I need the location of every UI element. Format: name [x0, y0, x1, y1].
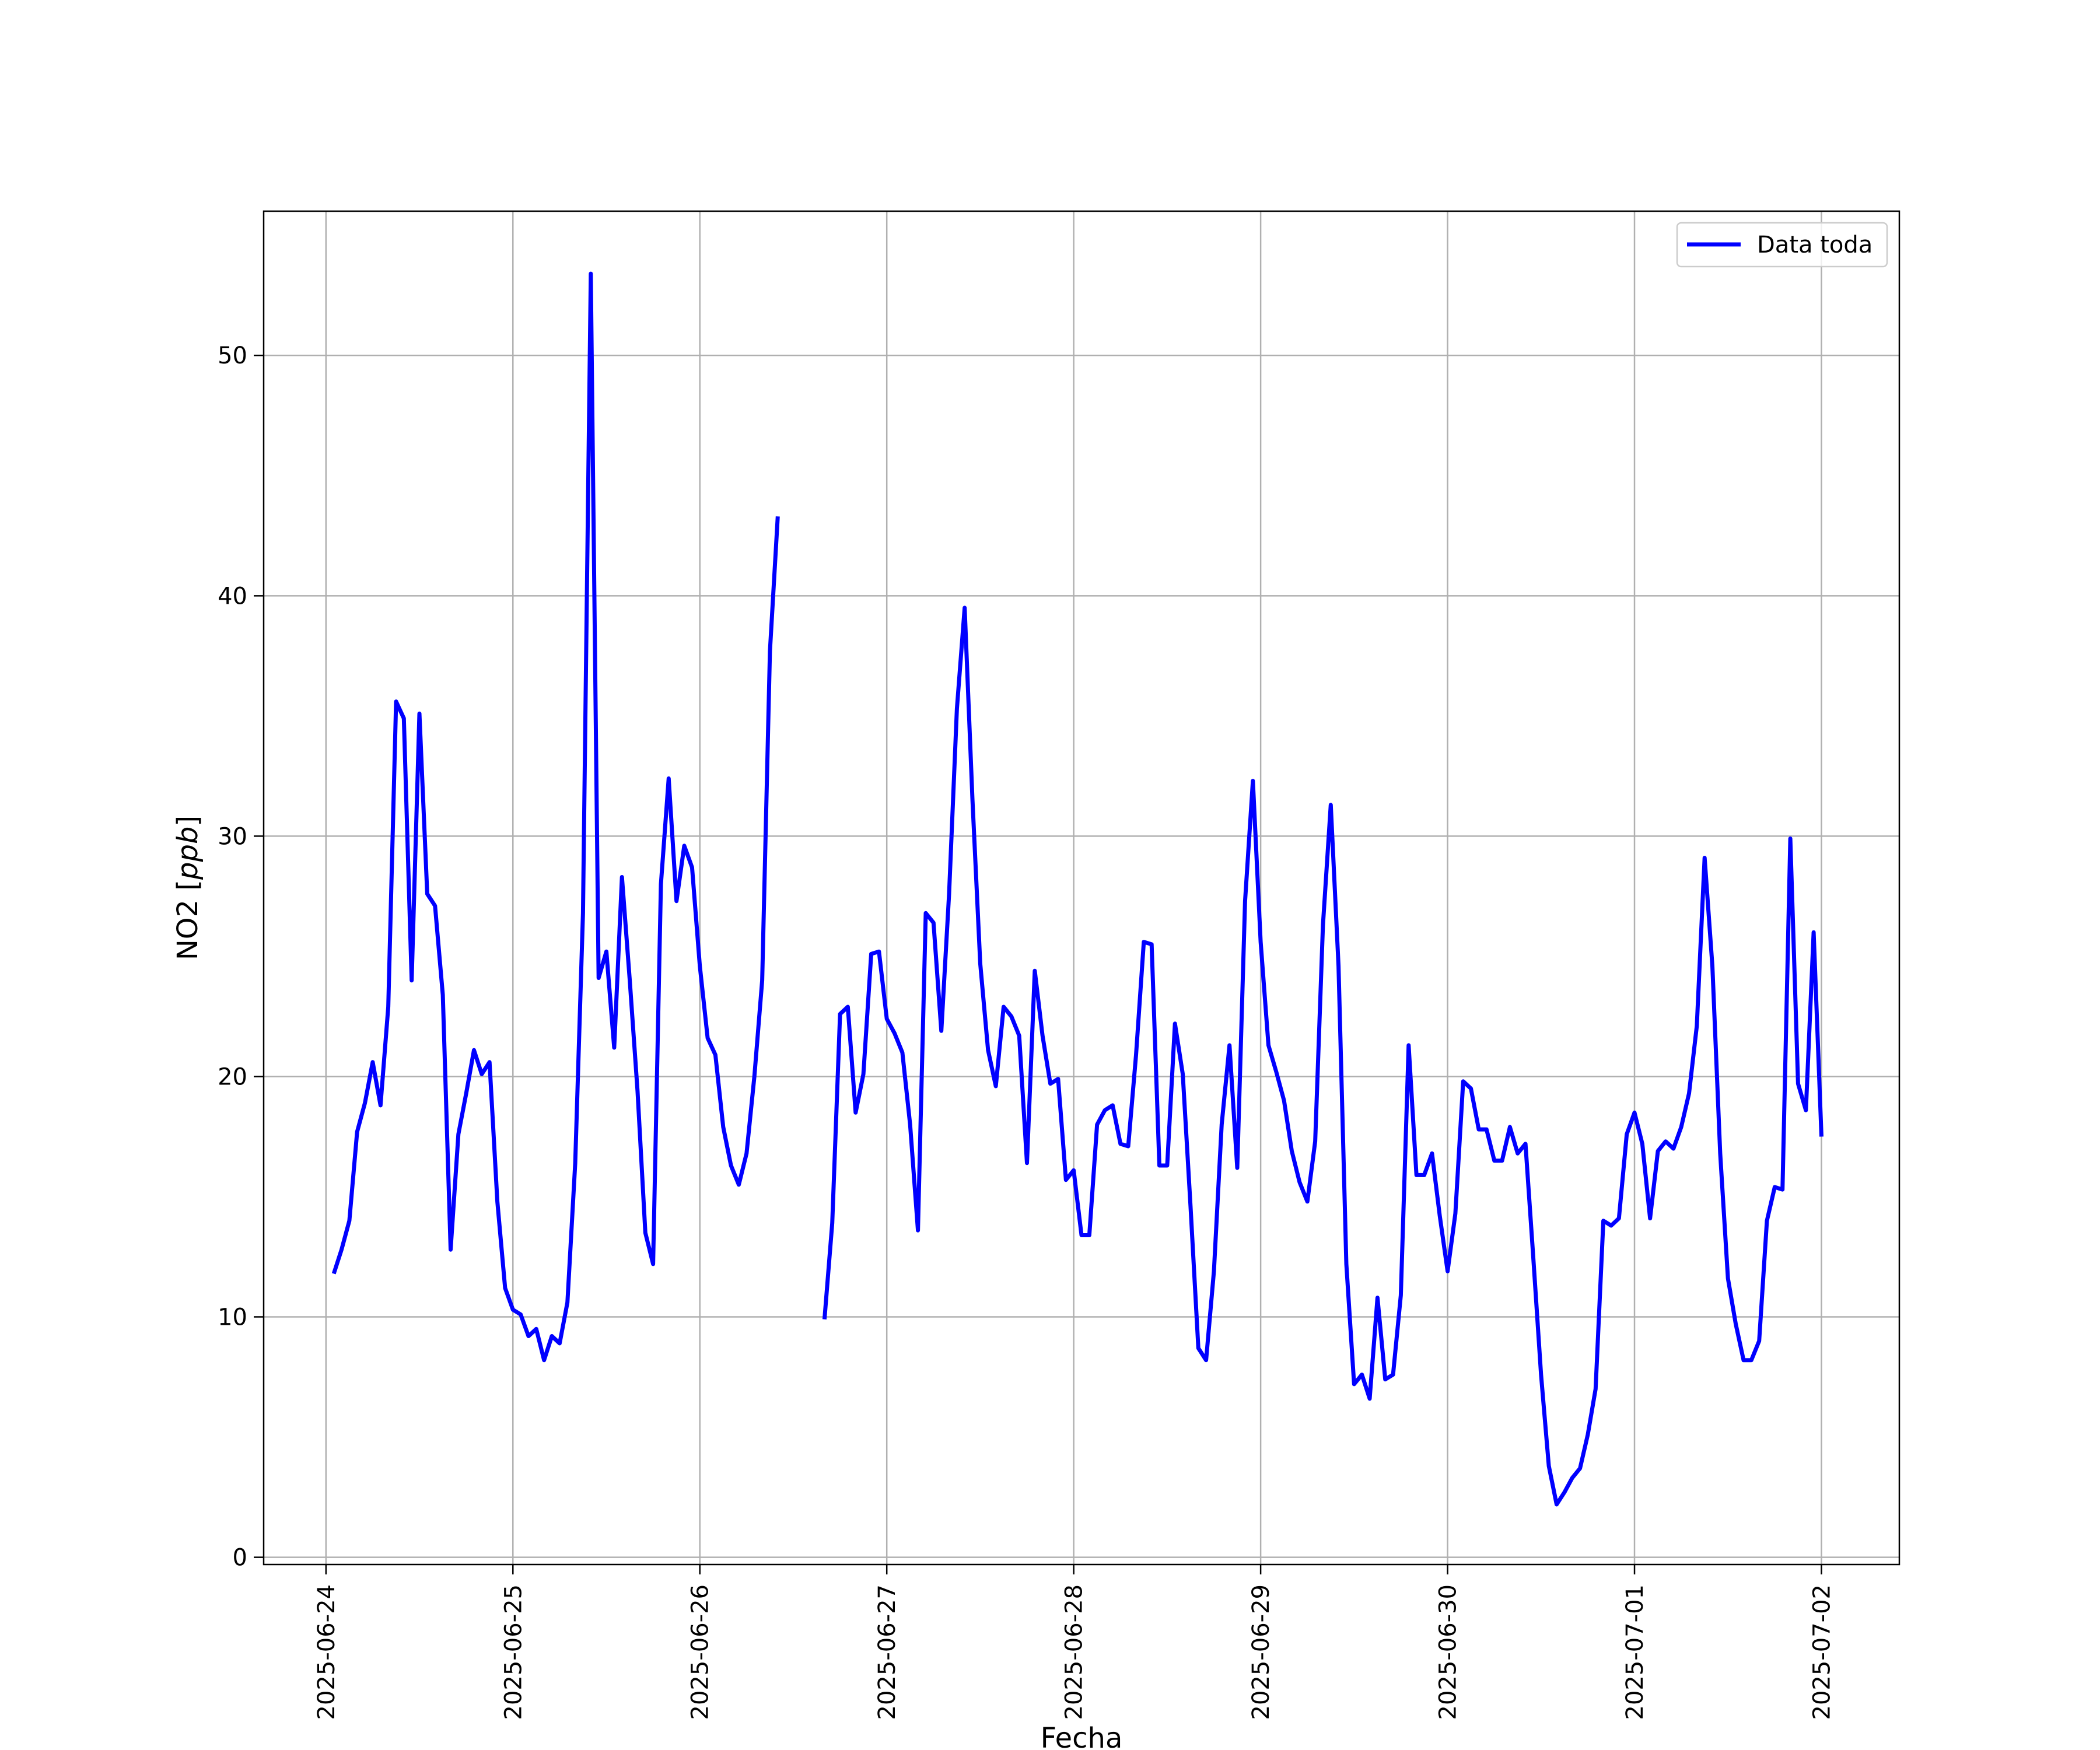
legend-box — [1676, 222, 1888, 268]
x-tick-label: 2025-06-26 — [687, 1584, 714, 1720]
x-tick-label: 2025-06-28 — [1061, 1584, 1088, 1720]
series-layer — [331, 271, 1824, 1507]
y-tick-label: 50 — [218, 342, 247, 369]
axis-ticks: 2025-06-24 2025-06-25 2025-06-26 2025-06-27… — [218, 342, 1835, 1720]
y-tick-label: 0 — [233, 1545, 247, 1572]
y-tick-label: 40 — [218, 583, 247, 610]
x-tick-label: 2025-07-01 — [1622, 1584, 1648, 1720]
x-tick-label: 2025-06-25 — [500, 1584, 527, 1720]
legend: Data toda — [1676, 222, 1888, 268]
y-axis-title-unit: ppb — [172, 827, 204, 880]
grid-lines — [264, 211, 1899, 1564]
x-tick-label: 2025-06-29 — [1248, 1584, 1275, 1720]
plot-frame — [262, 210, 1901, 1566]
x-tick-label: 2025-07-02 — [1808, 1584, 1835, 1720]
x-tick-label: 2025-06-24 — [313, 1584, 340, 1720]
y-axis-title-main: NO2 [ — [172, 880, 204, 960]
series-line-data-toda — [822, 606, 1824, 1507]
x-tick-label: 2025-06-30 — [1435, 1584, 1462, 1720]
y-axis-title: NO2 [ppb] — [172, 816, 204, 960]
plot-area — [264, 211, 1899, 1564]
x-axis-title: Fecha — [1041, 1722, 1123, 1750]
x-tick-label: 2025-06-27 — [874, 1584, 901, 1720]
y-tick-label: 20 — [218, 1063, 247, 1090]
y-tick-label: 30 — [218, 823, 247, 850]
series-line-data-toda — [331, 271, 780, 1363]
y-axis-title-close: ] — [172, 816, 204, 827]
legend-label: Data toda — [1757, 232, 1873, 258]
y-tick-label: 10 — [218, 1304, 247, 1331]
